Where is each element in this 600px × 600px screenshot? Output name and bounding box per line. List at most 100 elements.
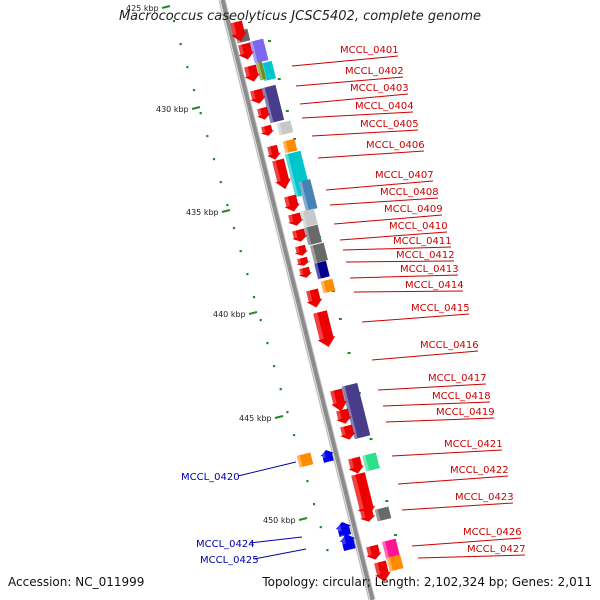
forward-gene-leader: [377, 383, 487, 391]
kbp-tick-dot: [206, 135, 209, 138]
gene-feature-fill: [296, 452, 314, 468]
forward-gene-arrow-shine: [299, 268, 304, 276]
kbp-label: 450 kbp: [263, 516, 296, 525]
kbp-tick-dot: [266, 342, 269, 345]
reverse-gene-label: MCCL_0425: [200, 555, 259, 566]
forward-gene-arrow-shine: [267, 146, 273, 156]
forward-gene-arrow: [298, 266, 313, 278]
gene-feature-shine: [320, 280, 327, 294]
kbp-tick-dot: [279, 388, 282, 391]
strand-tick-dot: [385, 500, 389, 502]
forward-gene-arrow: [351, 472, 376, 517]
gene-feature-fill: [320, 278, 336, 294]
reverse-gene-arrow-body: [320, 450, 334, 463]
gene-feature-shine: [249, 41, 258, 64]
kbp-tick-dot: [172, 20, 176, 23]
gene-feature-block: [296, 452, 314, 468]
gene-feature-shine: [282, 140, 289, 154]
kbp-label: 435 kbp: [186, 208, 219, 217]
forward-gene-arrow-shine: [366, 546, 372, 556]
forward-gene-label: MCCL_0413: [400, 264, 459, 275]
forward-gene-arrow-shine: [230, 22, 237, 36]
forward-gene-arrow-shine: [297, 258, 302, 264]
strand-tick-dot: [292, 138, 296, 140]
strand-tick-dot: [268, 40, 271, 42]
strand-tick-dot: [331, 290, 335, 292]
forward-gene-arrow-shine: [360, 510, 366, 519]
kbp-tick-dot: [306, 480, 309, 483]
strand-tick-dot: [347, 352, 351, 354]
reverse-gene-arrow-shine: [321, 450, 326, 459]
reverse-gene-arrow-body: [339, 534, 356, 551]
forward-gene-arrow: [260, 124, 275, 136]
gene-feature-block: [282, 138, 298, 154]
kbp-major-tick: [248, 311, 258, 315]
forward-gene-leader: [339, 231, 448, 241]
forward-gene-arrow-shine: [336, 410, 342, 420]
gene-feature-fill: [314, 260, 330, 280]
forward-gene-arrow-body: [260, 124, 275, 136]
forward-gene-arrow: [306, 288, 323, 308]
kbp-tick-dot: [212, 158, 216, 161]
backbone-line: [219, 0, 375, 600]
forward-gene-arrow: [340, 424, 356, 440]
forward-gene-arrow-body: [230, 20, 247, 42]
gene-feature-shine: [261, 87, 274, 124]
kbp-major-tick: [161, 5, 171, 9]
forward-gene-arrow-body: [330, 388, 347, 412]
forward-gene-arrow-body: [336, 408, 352, 424]
forward-gene-arrow-body: [298, 266, 313, 278]
gene-feature-fill: [362, 452, 380, 472]
reverse-gene-leader: [249, 536, 303, 544]
forward-gene-arrow-shine: [295, 246, 300, 254]
gene-feature-fill: [300, 208, 318, 228]
kbp-tick-dot: [286, 411, 289, 414]
kbp-label: 440 kbp: [213, 310, 246, 319]
kbp-label: 430 kbp: [156, 105, 189, 114]
reverse-gene-arrow: [339, 534, 356, 551]
kbp-major-tick: [274, 415, 284, 419]
strand-tick-dot: [369, 438, 373, 440]
forward-gene-leader: [311, 129, 419, 137]
strand-tick-dot: [338, 318, 342, 320]
forward-gene-arrow-body: [348, 456, 365, 474]
gene-feature-shine: [296, 455, 303, 468]
gene-feature-block: [249, 38, 269, 64]
forward-gene-arrow-shine: [288, 214, 294, 223]
forward-gene-arrow-body: [296, 256, 310, 266]
reverse-gene-arrow-shine: [336, 522, 342, 532]
gene-feature-block: [374, 506, 392, 522]
forward-gene-leader: [397, 475, 509, 485]
forward-gene-arrow-shine: [351, 474, 364, 510]
forward-gene-arrow-body: [291, 228, 308, 242]
forward-gene-arrow-body: [340, 424, 356, 440]
forward-gene-arrow-body: [374, 560, 391, 582]
forward-gene-arrow-body: [284, 194, 301, 212]
gene-feature-block: [386, 554, 404, 572]
kbp-tick-dot: [326, 549, 329, 552]
forward-gene-leader: [411, 537, 522, 547]
gene-feature-fill: [374, 506, 392, 522]
gene-feature-shine: [255, 62, 264, 81]
gene-feature-block: [310, 242, 328, 264]
gene-feature-block: [276, 120, 294, 136]
forward-gene-leader: [345, 260, 455, 263]
gene-feature-fill: [304, 224, 322, 246]
forward-gene-label: MCCL_0405: [360, 119, 419, 130]
kbp-tick-dot: [192, 89, 196, 92]
gene-feature-fill: [382, 538, 400, 560]
gene-feature-shine: [386, 557, 393, 572]
backbone-highlight: [219, 0, 371, 600]
forward-gene-leader: [301, 111, 414, 119]
reverse-gene-arrow: [320, 450, 334, 463]
gene-feature-block: [314, 260, 330, 280]
accession-label: Accession: NC_011999: [8, 575, 145, 589]
gene-feature-fill: [249, 38, 269, 64]
forward-gene-arrow-shine: [284, 196, 290, 207]
forward-gene-arrow-shine: [374, 562, 381, 576]
kbp-tick-dot: [186, 66, 189, 69]
gene-feature-shine: [300, 211, 308, 228]
gene-feature-block: [261, 84, 285, 124]
forward-gene-label: MCCL_0418: [432, 391, 491, 402]
